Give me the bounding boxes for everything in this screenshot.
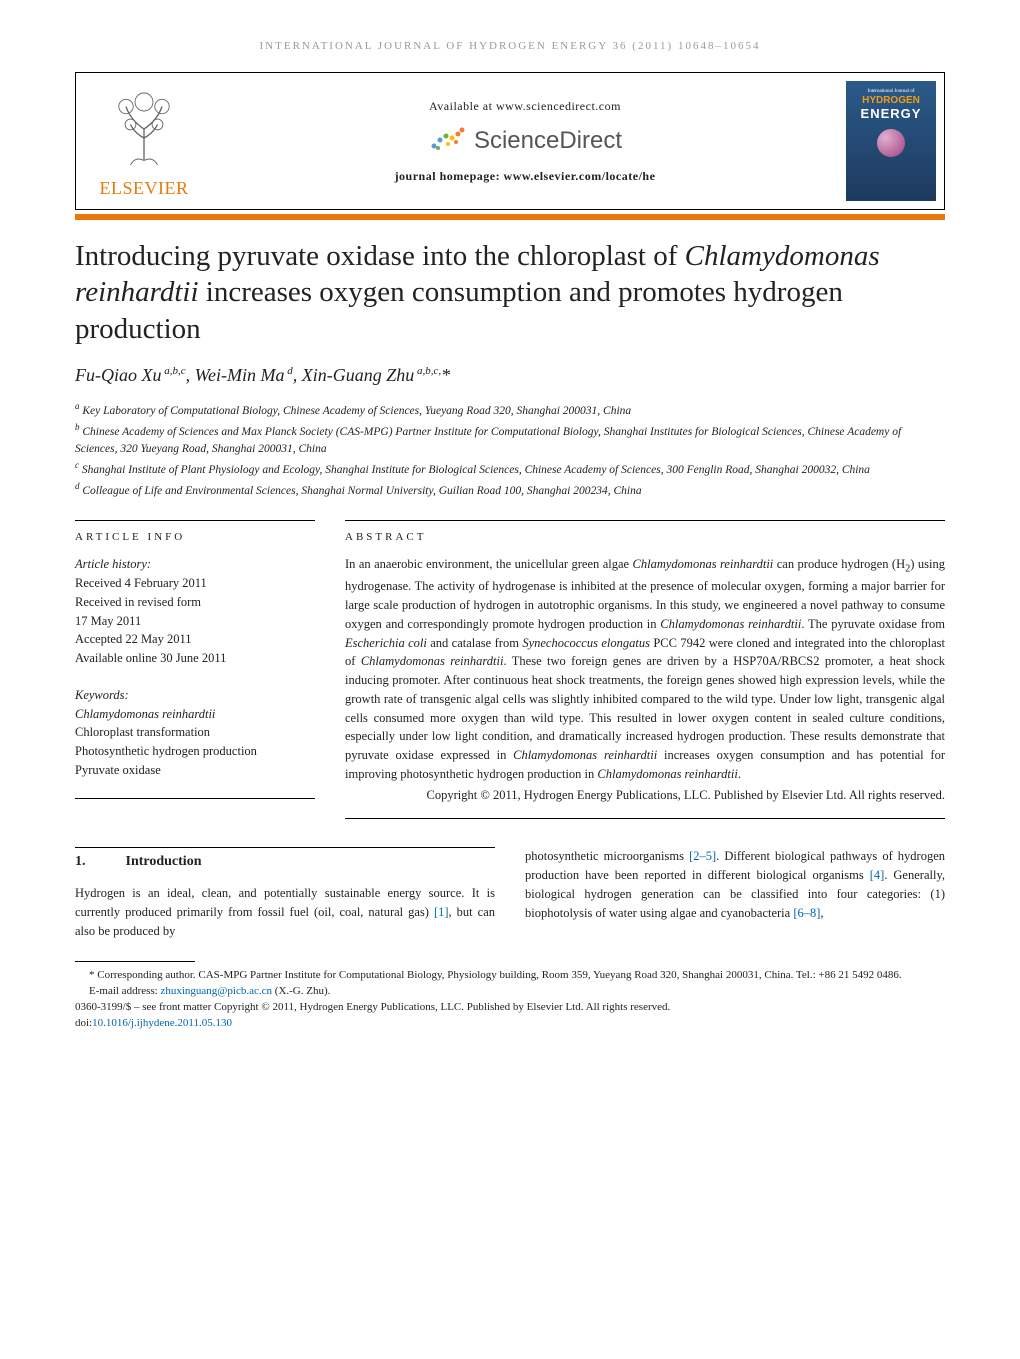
email-line: E-mail address: zhuxinguang@picb.ac.cn (… [75, 984, 945, 1000]
info-abstract-row: ARTICLE INFO Article history: Received 4… [75, 520, 945, 819]
doi-line: doi:10.1016/j.ijhydene.2011.05.130 [75, 1016, 945, 1032]
history-line: Received in revised form [75, 593, 315, 612]
body-right-column: photosynthetic microorganisms [2–5]. Dif… [525, 847, 945, 940]
section-title: Introduction [126, 854, 202, 870]
cover-hydrogen-text: HYDROGEN [862, 95, 920, 106]
issn-line: 0360-3199/$ – see front matter Copyright… [75, 1000, 945, 1016]
intro-heading: 1. Introduction [75, 847, 495, 870]
history-line: Accepted 22 May 2011 [75, 630, 315, 649]
affiliation-line: d Colleague of Life and Environmental Sc… [75, 480, 945, 500]
masthead-center: Available at www.sciencedirect.com Scien… [224, 99, 826, 184]
affiliations: a Key Laboratory of Computational Biolog… [75, 400, 945, 501]
affiliation-line: c Shanghai Institute of Plant Physiology… [75, 459, 945, 479]
info-bottom-rule [75, 798, 315, 799]
keywords-block: Keywords: Chlamydomonas reinhardtiiChlor… [75, 686, 315, 780]
affiliation-line: a Key Laboratory of Computational Biolog… [75, 400, 945, 420]
sciencedirect-dots-icon [428, 124, 468, 159]
email-link[interactable]: zhuxinguang@picb.ac.cn [160, 985, 272, 997]
keyword: Pyruvate oxidase [75, 761, 315, 780]
abstract-copyright: Copyright © 2011, Hydrogen Energy Public… [345, 786, 945, 805]
corresponding-author: * Corresponding author. CAS-MPG Partner … [75, 968, 945, 984]
masthead: ELSEVIER Available at www.sciencedirect.… [75, 72, 945, 210]
doi-label: doi: [75, 1017, 92, 1029]
cover-energy-text: ENERGY [861, 106, 922, 121]
keyword: Chlamydomonas reinhardtii [75, 705, 315, 724]
article-info-column: ARTICLE INFO Article history: Received 4… [75, 520, 315, 819]
orange-divider-bar [75, 214, 945, 220]
sciencedirect-logo: ScienceDirect [428, 124, 622, 159]
doi-link[interactable]: 10.1016/j.ijhydene.2011.05.130 [92, 1017, 232, 1029]
keyword: Chloroplast transformation [75, 723, 315, 742]
body-left-column: 1. Introduction Hydrogen is an ideal, cl… [75, 847, 495, 940]
intro-left-text: Hydrogen is an ideal, clean, and potenti… [75, 884, 495, 940]
intro-right-text: photosynthetic microorganisms [2–5]. Dif… [525, 847, 945, 922]
running-header: INTERNATIONAL JOURNAL OF HYDROGEN ENERGY… [75, 40, 945, 52]
history-label: Article history: [75, 555, 315, 574]
history-line: Available online 30 June 2011 [75, 649, 315, 668]
abstract-heading: ABSTRACT [345, 520, 945, 543]
article-history: Article history: Received 4 February 201… [75, 555, 315, 668]
footnote-block: * Corresponding author. CAS-MPG Partner … [75, 962, 945, 1032]
email-suffix: (X.-G. Zhu). [272, 985, 330, 997]
history-line: Received 4 February 2011 [75, 574, 315, 593]
body-columns: 1. Introduction Hydrogen is an ideal, cl… [75, 847, 945, 940]
elsevier-label: ELSEVIER [100, 178, 189, 199]
available-at-text: Available at www.sciencedirect.com [429, 99, 621, 114]
title-pre: Introducing pyruvate oxidase into the ch… [75, 240, 685, 272]
authors: Fu-Qiao Xu a,b,c, Wei-Min Ma d, Xin-Guan… [75, 365, 945, 386]
keyword: Photosynthetic hydrogen production [75, 742, 315, 761]
email-label: E-mail address: [89, 985, 160, 997]
sciencedirect-label: ScienceDirect [474, 127, 622, 155]
elsevier-tree-icon [99, 84, 189, 174]
abstract-bottom-rule [345, 818, 945, 819]
affiliation-line: b Chinese Academy of Sciences and Max Pl… [75, 421, 945, 458]
abstract-column: ABSTRACT In an anaerobic environment, th… [345, 520, 945, 819]
cover-orb-icon [877, 129, 905, 157]
keywords-label: Keywords: [75, 686, 315, 705]
journal-homepage: journal homepage: www.elsevier.com/locat… [395, 169, 656, 184]
abstract-text: In an anaerobic environment, the unicell… [345, 555, 945, 783]
section-number: 1. [75, 854, 86, 870]
history-line: 17 May 2011 [75, 612, 315, 631]
article-info-heading: ARTICLE INFO [75, 520, 315, 543]
elsevier-logo-block: ELSEVIER [84, 84, 204, 199]
article-title: Introducing pyruvate oxidase into the ch… [75, 238, 945, 347]
journal-cover-thumb: International Journal of HYDROGEN ENERGY [846, 81, 936, 201]
